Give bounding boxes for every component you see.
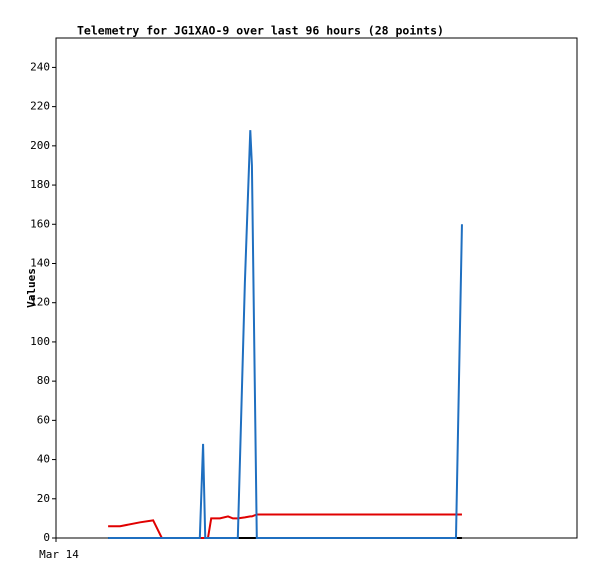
y-tick-label: 160 [30,217,50,230]
y-tick-label: 200 [30,139,50,152]
y-tick-label: 240 [30,60,50,73]
series-line [108,130,463,539]
y-tick-label: 40 [37,453,50,466]
y-tick-label: 220 [30,100,50,113]
x-tick-label: Mar 14 [39,548,79,561]
y-tick-label: 80 [37,374,50,387]
y-tick-label: 100 [30,335,50,348]
y-tick-label: 140 [30,256,50,269]
chart-title: Telemetry for JG1XAO-9 over last 96 hour… [77,24,444,38]
y-tick-label: 120 [30,296,50,309]
series-line [108,513,462,539]
y-tick-label: 20 [37,492,50,505]
y-tick-label: 0 [43,531,50,544]
y-axis-label: Values [25,268,38,308]
y-tick-label: 180 [30,178,50,191]
y-tick-label: 60 [37,413,50,426]
